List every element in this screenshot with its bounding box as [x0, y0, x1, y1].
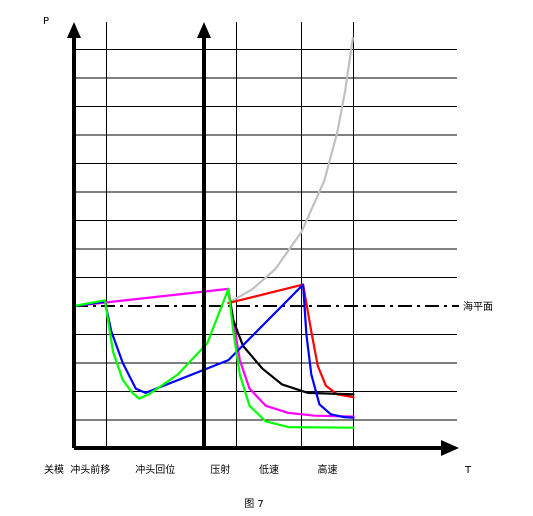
phase-label: 低速: [259, 463, 279, 476]
x-axis-label: T: [464, 465, 472, 476]
phase-label: 关模: [44, 463, 64, 476]
series-line-5: [72, 287, 355, 429]
phase-label: 冲头回位: [135, 463, 175, 476]
x-axis-arrow: [441, 440, 459, 456]
figure-caption: 图 7: [244, 498, 264, 510]
phase-label: 冲头前移: [70, 463, 110, 476]
series-line-4: [72, 283, 355, 419]
y-axis-arrow: [67, 22, 81, 38]
y-axis-label: P: [43, 16, 49, 27]
series-line-1: [72, 287, 355, 418]
grid: [74, 22, 457, 448]
series-line-0: [227, 37, 354, 305]
sea-level-label: 海平面: [463, 300, 493, 313]
series-group: [72, 37, 355, 429]
axes: [67, 22, 459, 456]
phase-label: 压射: [210, 464, 230, 476]
phase-label: 高速: [318, 463, 338, 476]
phase-labels: 关模 冲头前移 冲头回位 压射 低速 高速: [44, 463, 338, 476]
series-line-3: [227, 290, 355, 396]
y-axis-secondary-arrow: [197, 22, 211, 38]
